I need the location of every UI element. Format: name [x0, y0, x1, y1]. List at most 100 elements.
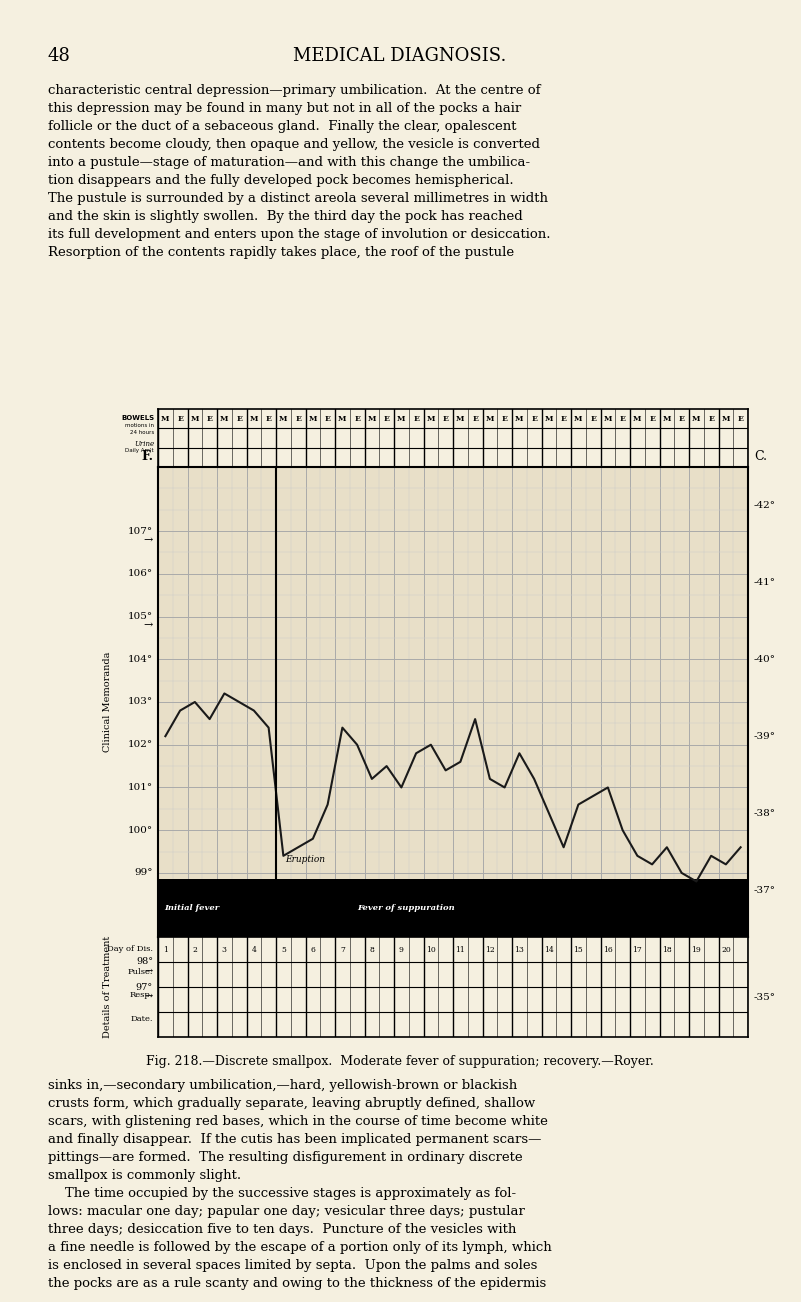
Text: Date.: Date.: [131, 1016, 153, 1023]
Text: -37°: -37°: [754, 885, 776, 894]
Text: 5: 5: [281, 945, 286, 953]
Text: M: M: [457, 414, 465, 423]
Text: The time occupied by the successive stages is approximately as fol-: The time occupied by the successive stag…: [48, 1187, 516, 1200]
Text: 17: 17: [633, 945, 642, 953]
Text: and finally disappear.  If the cutis has been implicated permanent scars—: and finally disappear. If the cutis has …: [48, 1133, 541, 1146]
Text: →: →: [143, 621, 153, 630]
Text: pittings—are formed.  The resulting disfigurement in ordinary discrete: pittings—are formed. The resulting disfi…: [48, 1151, 522, 1164]
Text: -40°: -40°: [754, 655, 776, 664]
Text: Pulse.: Pulse.: [127, 967, 153, 976]
Text: into a pustule—stage of maturation—and with this change the umbilica-: into a pustule—stage of maturation—and w…: [48, 156, 530, 169]
Text: M: M: [692, 414, 701, 423]
Text: E: E: [472, 414, 478, 423]
Text: The pustule is surrounded by a distinct areola several millimetres in width: The pustule is surrounded by a distinct …: [48, 191, 548, 204]
Text: 2: 2: [192, 945, 197, 953]
Text: M: M: [604, 414, 612, 423]
Text: M: M: [308, 414, 317, 423]
Text: M: M: [485, 414, 494, 423]
Text: E: E: [561, 414, 566, 423]
Text: E: E: [177, 414, 183, 423]
Text: 97°: 97°: [136, 983, 153, 992]
Text: E: E: [236, 414, 242, 423]
Text: M: M: [191, 414, 199, 423]
Text: Clinical Memoranda: Clinical Memoranda: [103, 652, 112, 753]
Text: 10: 10: [426, 945, 436, 953]
Text: E: E: [443, 414, 449, 423]
Text: sinks in,—secondary umbilication,—hard, yellowish-brown or blackish: sinks in,—secondary umbilication,—hard, …: [48, 1079, 517, 1092]
Text: E: E: [649, 414, 655, 423]
Text: 101°: 101°: [128, 783, 153, 792]
Text: M: M: [161, 414, 170, 423]
Text: Fig. 218.—Discrete smallpox.  Moderate fever of suppuration; recovery.—Royer.: Fig. 218.—Discrete smallpox. Moderate fe…: [146, 1055, 654, 1068]
Text: Daily Am't: Daily Am't: [126, 448, 154, 453]
Text: BOWELS: BOWELS: [121, 415, 154, 421]
Text: 7: 7: [340, 945, 344, 953]
Text: E: E: [708, 414, 714, 423]
Text: Day of Dis.: Day of Dis.: [107, 945, 153, 953]
Text: E: E: [354, 414, 360, 423]
Text: E: E: [296, 414, 301, 423]
Text: →: →: [145, 992, 153, 1001]
Text: smallpox is commonly slight.: smallpox is commonly slight.: [48, 1169, 241, 1182]
Text: 15: 15: [574, 945, 583, 953]
Text: motions in: motions in: [125, 423, 154, 428]
Text: →: →: [145, 967, 153, 976]
Text: E: E: [531, 414, 537, 423]
Bar: [158, 879, 748, 937]
Text: 18: 18: [662, 945, 672, 953]
Text: M: M: [220, 414, 228, 423]
Text: E: E: [620, 414, 626, 423]
Text: 12: 12: [485, 945, 495, 953]
Text: 102°: 102°: [128, 741, 153, 749]
Text: -41°: -41°: [754, 578, 776, 587]
Text: Eruption: Eruption: [285, 855, 325, 865]
Text: the pocks are as a rule scanty and owing to the thickness of the epidermis: the pocks are as a rule scanty and owing…: [48, 1277, 546, 1290]
Text: E: E: [266, 414, 272, 423]
Text: M: M: [427, 414, 435, 423]
Text: Resorption of the contents rapidly takes place, the roof of the pustule: Resorption of the contents rapidly takes…: [48, 246, 514, 259]
Text: 9: 9: [399, 945, 404, 953]
Text: 1: 1: [163, 945, 168, 953]
Text: contents become cloudy, then opaque and yellow, the vesicle is converted: contents become cloudy, then opaque and …: [48, 138, 540, 151]
Text: Details of Treatment: Details of Treatment: [103, 936, 112, 1038]
Text: 8: 8: [369, 945, 374, 953]
Text: M: M: [662, 414, 671, 423]
Text: follicle or the duct of a sebaceous gland.  Finally the clear, opalescent: follicle or the duct of a sebaceous glan…: [48, 120, 517, 133]
Text: -42°: -42°: [754, 501, 776, 510]
Text: Urine: Urine: [134, 440, 154, 448]
Text: M: M: [338, 414, 347, 423]
Text: Fever of suppuration: Fever of suppuration: [357, 904, 455, 913]
Text: E: E: [413, 414, 419, 423]
Text: 6: 6: [311, 945, 316, 953]
Text: M: M: [368, 414, 376, 423]
Text: 98°: 98°: [136, 957, 153, 966]
Text: C.: C.: [754, 450, 767, 464]
Text: lows: macular one day; papular one day; vesicular three days; pustular: lows: macular one day; papular one day; …: [48, 1204, 525, 1217]
Text: characteristic central depression—primary umbilication.  At the centre of: characteristic central depression—primar…: [48, 85, 541, 98]
Text: 13: 13: [514, 945, 525, 953]
Text: 11: 11: [456, 945, 465, 953]
Text: 100°: 100°: [128, 825, 153, 835]
Text: its full development and enters upon the stage of involution or desiccation.: its full development and enters upon the…: [48, 228, 550, 241]
Text: 3: 3: [222, 945, 227, 953]
Text: 99°: 99°: [135, 868, 153, 878]
Text: 20: 20: [721, 945, 731, 953]
Text: tion disappears and the fully developed pock becomes hemispherical.: tion disappears and the fully developed …: [48, 174, 513, 187]
Text: E: E: [678, 414, 685, 423]
Text: M: M: [574, 414, 582, 423]
Text: E: E: [501, 414, 508, 423]
Text: 24 hours: 24 hours: [130, 430, 154, 435]
Text: →: →: [143, 535, 153, 546]
Text: M: M: [515, 414, 524, 423]
Text: M: M: [397, 414, 405, 423]
Text: E: E: [738, 414, 743, 423]
Text: M: M: [722, 414, 730, 423]
Text: 14: 14: [544, 945, 553, 953]
Text: -39°: -39°: [754, 732, 776, 741]
Text: M: M: [280, 414, 288, 423]
Text: M: M: [633, 414, 642, 423]
Text: E: E: [590, 414, 596, 423]
Text: Initial fever: Initial fever: [164, 904, 219, 913]
Text: and the skin is slightly swollen.  By the third day the pock has reached: and the skin is slightly swollen. By the…: [48, 210, 523, 223]
Text: crusts form, which gradually separate, leaving abruptly defined, shallow: crusts form, which gradually separate, l…: [48, 1098, 535, 1111]
